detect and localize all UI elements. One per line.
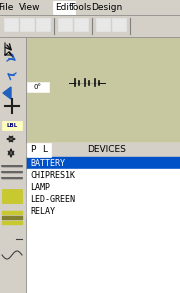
Bar [2, 189, 22, 203]
Bar [27, 157, 180, 169]
Bar [0, 37, 26, 293]
Bar [27, 193, 180, 205]
Bar [27, 82, 49, 92]
Text: Tools: Tools [69, 3, 91, 12]
Polygon shape [3, 87, 11, 99]
Bar [0, 15, 180, 37]
Text: L: L [42, 146, 48, 154]
Bar [2, 121, 22, 130]
Bar [27, 143, 180, 157]
Bar [53, 1, 75, 14]
Bar [27, 143, 180, 293]
Bar [27, 181, 180, 193]
Bar [27, 143, 39, 157]
Text: Design: Design [91, 3, 123, 12]
Text: RELAY: RELAY [30, 207, 55, 215]
Text: P: P [30, 146, 36, 154]
Bar [58, 18, 72, 31]
Bar [27, 169, 180, 181]
Bar [4, 18, 18, 31]
Bar [2, 221, 22, 224]
Bar [2, 211, 22, 214]
Bar [27, 38, 180, 143]
Bar [0, 0, 180, 15]
Text: DEVICES: DEVICES [87, 146, 126, 154]
Bar [36, 18, 50, 31]
Bar [20, 18, 34, 31]
Text: BATTERY: BATTERY [30, 159, 65, 168]
Bar [112, 18, 126, 31]
Bar [32, 43, 175, 138]
Text: LBL: LBL [6, 123, 18, 128]
Bar [2, 216, 22, 219]
Bar [52, 55, 132, 110]
Text: LED-GREEN: LED-GREEN [30, 195, 75, 204]
Bar [39, 143, 51, 157]
Bar [74, 18, 88, 31]
Bar [2, 211, 22, 224]
Bar [27, 157, 180, 217]
Bar [96, 18, 110, 31]
Text: File: File [0, 3, 14, 12]
Text: LAMP: LAMP [30, 183, 50, 192]
Bar [27, 205, 180, 217]
Text: Edit: Edit [55, 3, 73, 12]
Text: 0°: 0° [34, 84, 42, 90]
Text: View: View [19, 3, 41, 12]
Text: CHIPRES1K: CHIPRES1K [30, 171, 75, 180]
